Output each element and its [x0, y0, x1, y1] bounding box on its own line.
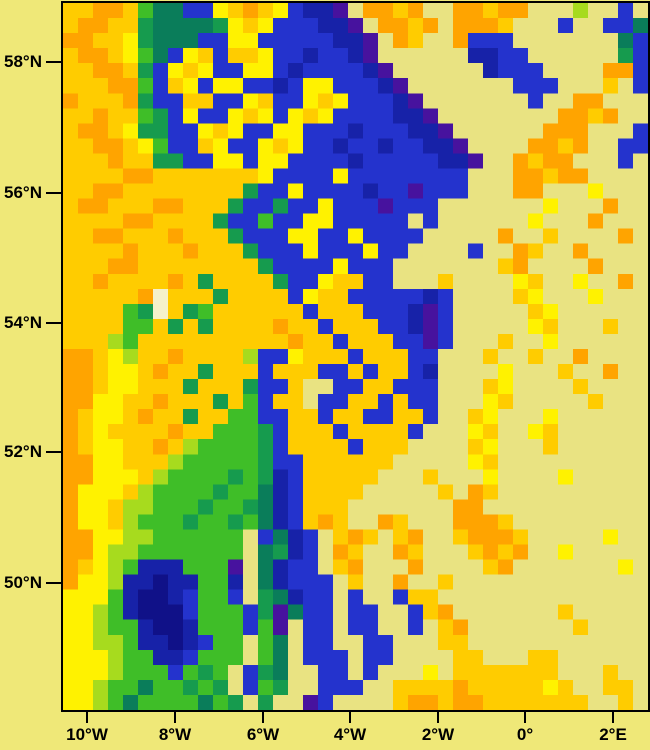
- y-tick-mark: [46, 192, 61, 194]
- y-tick-mark: [46, 451, 61, 453]
- x-tick-label: 2°W: [421, 725, 455, 744]
- x-tick-mark: [612, 712, 614, 723]
- y-tick-mark: [46, 61, 61, 63]
- y-tick-mark: [46, 582, 61, 584]
- y-tick-label: 56°N: [4, 183, 42, 202]
- x-tick-label: 10°W: [66, 725, 108, 744]
- y-tick-label: 50°N: [4, 573, 42, 592]
- x-tick-mark: [174, 712, 176, 723]
- x-tick-mark: [349, 712, 351, 723]
- y-tick-label: 52°N: [4, 442, 42, 461]
- x-tick-mark: [262, 712, 264, 723]
- x-tick-label: 8°W: [158, 725, 192, 744]
- x-tick-label: 6°W: [246, 725, 280, 744]
- y-tick-label: 54°N: [4, 313, 42, 332]
- x-tick-mark: [86, 712, 88, 723]
- x-tick-mark: [524, 712, 526, 723]
- x-tick-label: 4°W: [333, 725, 367, 744]
- x-tick-mark: [437, 712, 439, 723]
- plot-area: [61, 1, 650, 712]
- x-tick-label: 0°: [516, 725, 534, 744]
- y-tick-mark: [46, 322, 61, 324]
- map-raster: [63, 3, 648, 710]
- x-tick-label: 2°E: [599, 725, 627, 744]
- y-tick-label: 58°N: [4, 52, 42, 71]
